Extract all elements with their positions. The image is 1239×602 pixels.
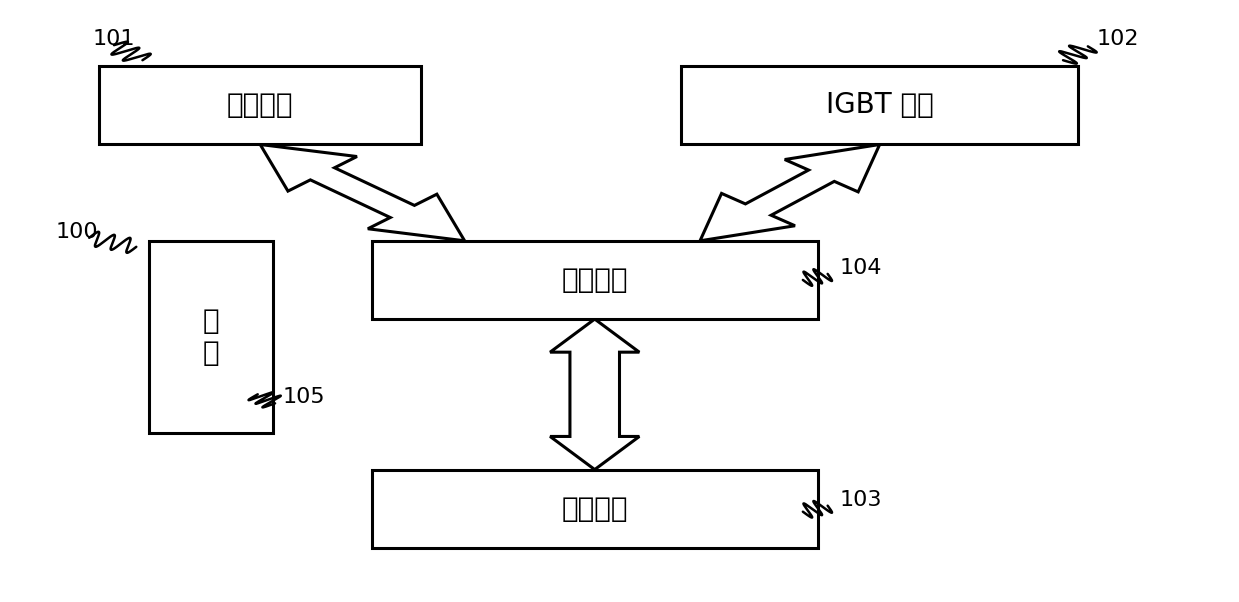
Bar: [681, 66, 1078, 144]
Bar: [372, 241, 818, 319]
Text: 电
源: 电 源: [202, 307, 219, 367]
Polygon shape: [550, 319, 639, 470]
Text: 控制系统: 控制系统: [561, 495, 628, 523]
Text: IGBT 系统: IGBT 系统: [826, 92, 933, 119]
Text: 104: 104: [840, 258, 882, 278]
Text: 105: 105: [282, 387, 325, 408]
Text: 恒温烘箱: 恒温烘箱: [227, 92, 294, 119]
Text: 102: 102: [1097, 29, 1139, 49]
Polygon shape: [260, 144, 465, 241]
Bar: [372, 470, 818, 548]
Bar: [149, 241, 273, 433]
Text: 100: 100: [56, 222, 98, 242]
Text: 通信系统: 通信系统: [561, 266, 628, 294]
Text: 101: 101: [93, 29, 135, 49]
Polygon shape: [700, 144, 880, 241]
Text: 103: 103: [840, 489, 882, 510]
Bar: [99, 66, 421, 144]
